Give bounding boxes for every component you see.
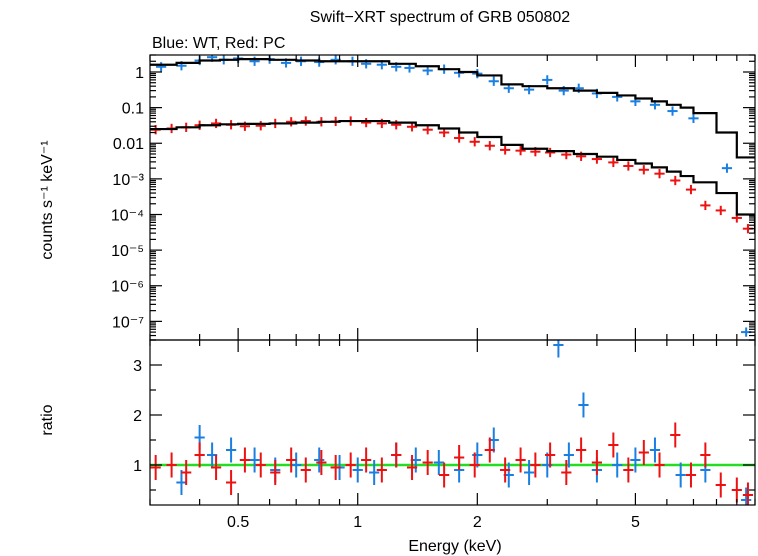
ratio-y-tick-label: 2 <box>133 408 142 425</box>
spectrum-axes: 1 0.1 0.01 10⁻³ 10⁻⁴ 10⁻⁵ 10⁻⁶ 10⁻⁷ <box>111 54 756 341</box>
spectrum-plot-area <box>150 55 755 337</box>
x-tick-label: 2 <box>473 514 482 531</box>
spectrum-panel: 1 0.1 0.01 10⁻³ 10⁻⁴ 10⁻⁵ 10⁻⁶ 10⁻⁷ counts s⁻¹ … <box>39 54 756 341</box>
spectrum-y-tick-label: 10⁻⁷ <box>112 314 144 331</box>
ratio-frame <box>149 339 756 506</box>
ratio-panel: 1 2 3 0.5 1 2 5 ratio <box>39 339 756 531</box>
ratio-plot-area <box>150 340 755 505</box>
spectrum-frame <box>149 54 756 341</box>
ratio-y-tick-label: 3 <box>133 358 142 375</box>
ratio-y-tick-label: 1 <box>133 458 142 475</box>
model-curve-wt <box>150 58 755 159</box>
chart-subtitle: Blue: WT, Red: PC <box>152 35 285 52</box>
spectrum-y-tick-label: 1 <box>135 65 144 82</box>
spectrum-y-tick-label: 10⁻⁵ <box>111 243 144 260</box>
spectrum-y-axis-label: counts s⁻¹ keV⁻¹ <box>39 140 56 259</box>
spectrum-y-tick-label: 10⁻³ <box>112 172 144 189</box>
spectrum-y-tick-label: 0.1 <box>122 101 144 118</box>
spectrum-y-tick-label: 10⁻⁶ <box>111 279 144 296</box>
x-tick-label: 0.5 <box>227 514 249 531</box>
model-curve-pc <box>150 119 755 234</box>
spectrum-y-tick-label: 10⁻⁴ <box>111 207 144 224</box>
x-axis-label: Energy (keV) <box>408 538 501 555</box>
ratio-y-axis-label: ratio <box>39 404 56 435</box>
chart-title: Swift−XRT spectrum of GRB 050802 <box>310 9 571 26</box>
ratio-axes: 1 2 3 0.5 1 2 5 <box>133 339 756 531</box>
spectrum-y-tick-label: 0.01 <box>113 136 144 153</box>
x-tick-label: 1 <box>353 514 362 531</box>
x-tick-label: 5 <box>631 514 640 531</box>
